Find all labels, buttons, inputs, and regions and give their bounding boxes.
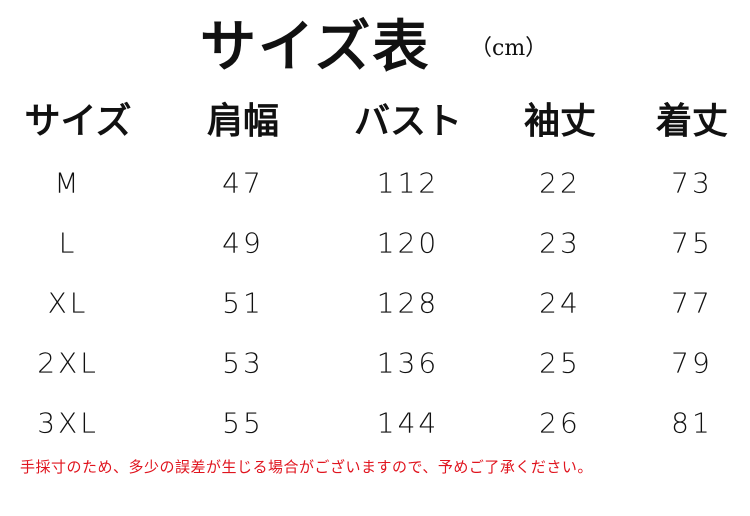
table-cell: 53 [222, 346, 264, 380]
table-cell: 73 [671, 166, 713, 200]
table-cell: 24 [539, 286, 581, 320]
page-title: サイズ表 [200, 14, 431, 80]
table-cell: 47 [222, 166, 264, 200]
column-header: バスト [353, 100, 463, 142]
table-cell: L [58, 226, 78, 260]
column-header: 着丈 [655, 100, 729, 142]
table-cell: 26 [539, 406, 581, 440]
table-cell: 77 [671, 286, 713, 320]
table-cell: 75 [671, 226, 713, 260]
table-cell: 144 [376, 406, 440, 440]
column-header: サイズ [24, 100, 132, 142]
table-cell: 22 [539, 166, 581, 200]
column-header: 袖丈 [523, 100, 597, 142]
table-cell: 25 [539, 346, 581, 380]
table-cell: 3XL [37, 406, 99, 440]
column-header: 肩幅 [206, 100, 280, 142]
table-cell: 112 [376, 166, 440, 200]
table-cell: 51 [222, 286, 264, 320]
table-cell: 55 [222, 406, 264, 440]
table-cell: 136 [376, 346, 440, 380]
table-cell: 23 [539, 226, 581, 260]
table-cell: 128 [376, 286, 440, 320]
disclaimer-note: 手採寸のため、多少の誤差が生じる場合がございますので、予めご了承ください。 [20, 458, 593, 476]
table-cell: 49 [222, 226, 264, 260]
table-cell: 120 [376, 226, 440, 260]
table-cell: 81 [671, 406, 713, 440]
table-cell: M [54, 166, 82, 200]
table-cell: 2XL [37, 346, 99, 380]
table-cell: XL [47, 286, 89, 320]
table-cell: 79 [671, 346, 713, 380]
unit-label: （cm） [470, 36, 548, 61]
